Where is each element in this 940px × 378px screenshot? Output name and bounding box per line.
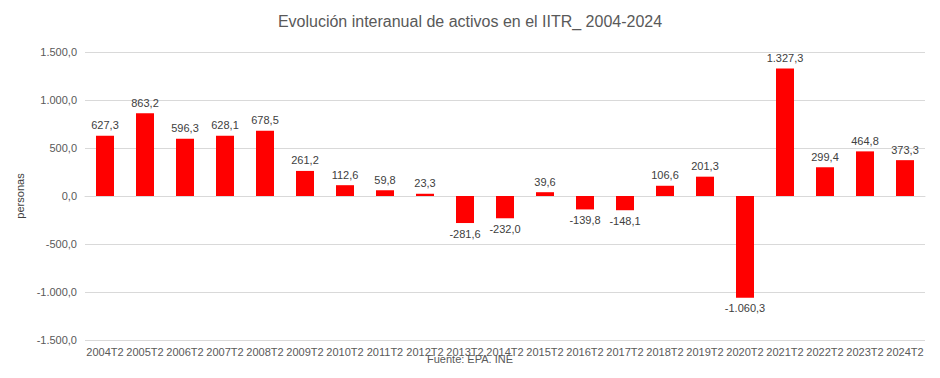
svg-text:2012T2: 2012T2 bbox=[406, 346, 443, 358]
svg-text:personas: personas bbox=[14, 173, 26, 219]
svg-text:2021T2: 2021T2 bbox=[766, 346, 803, 358]
svg-text:-1.000,0: -1.000,0 bbox=[37, 286, 77, 298]
svg-text:2016T2: 2016T2 bbox=[566, 346, 603, 358]
svg-text:2014T2: 2014T2 bbox=[486, 346, 523, 358]
svg-text:2005T2: 2005T2 bbox=[126, 346, 163, 358]
svg-text:2007T2: 2007T2 bbox=[206, 346, 243, 358]
svg-text:2006T2: 2006T2 bbox=[166, 346, 203, 358]
svg-text:Fuente: EPA. INE: Fuente: EPA. INE bbox=[427, 352, 513, 365]
svg-text:-148,1: -148,1 bbox=[609, 215, 640, 227]
svg-text:39,6: 39,6 bbox=[534, 176, 555, 188]
svg-text:500,0: 500,0 bbox=[49, 142, 77, 154]
svg-text:2022T2: 2022T2 bbox=[806, 346, 843, 358]
svg-text:2024T2: 2024T2 bbox=[886, 346, 923, 358]
svg-text:112,6: 112,6 bbox=[332, 169, 359, 181]
svg-text:Evolución interanual de activo: Evolución interanual de activos en el II… bbox=[278, 13, 662, 31]
svg-text:59,8: 59,8 bbox=[374, 174, 395, 186]
svg-text:23,3: 23,3 bbox=[414, 177, 435, 189]
svg-text:-139,8: -139,8 bbox=[569, 214, 600, 226]
svg-text:373,3: 373,3 bbox=[891, 144, 919, 156]
svg-text:2020T2: 2020T2 bbox=[726, 346, 763, 358]
svg-text:2008T2: 2008T2 bbox=[246, 346, 283, 358]
svg-text:-281,6: -281,6 bbox=[449, 228, 480, 240]
svg-text:-232,0: -232,0 bbox=[489, 223, 520, 235]
svg-text:1.500,0: 1.500,0 bbox=[40, 46, 77, 58]
svg-text:201,3: 201,3 bbox=[691, 160, 719, 172]
svg-text:2010T2: 2010T2 bbox=[326, 346, 363, 358]
svg-text:2011T2: 2011T2 bbox=[367, 346, 404, 358]
svg-text:-1.500,0: -1.500,0 bbox=[37, 334, 77, 346]
svg-text:596,3: 596,3 bbox=[171, 122, 199, 134]
svg-text:464,8: 464,8 bbox=[851, 135, 879, 147]
svg-text:261,2: 261,2 bbox=[291, 154, 319, 166]
svg-text:2004T2: 2004T2 bbox=[86, 346, 123, 358]
svg-text:627,3: 627,3 bbox=[91, 119, 119, 131]
svg-text:1.327,3: 1.327,3 bbox=[767, 52, 804, 64]
svg-text:628,1: 628,1 bbox=[211, 119, 239, 131]
svg-text:2019T2: 2019T2 bbox=[686, 346, 723, 358]
svg-text:299,4: 299,4 bbox=[811, 151, 839, 163]
svg-text:2023T2: 2023T2 bbox=[846, 346, 883, 358]
svg-text:1.000,0: 1.000,0 bbox=[40, 94, 77, 106]
svg-text:0,0: 0,0 bbox=[62, 190, 77, 202]
svg-text:678,5: 678,5 bbox=[251, 114, 279, 126]
svg-text:2013T2: 2013T2 bbox=[446, 346, 483, 358]
svg-text:-500,0: -500,0 bbox=[46, 238, 77, 250]
svg-text:863,2: 863,2 bbox=[131, 97, 159, 109]
svg-text:2009T2: 2009T2 bbox=[286, 346, 323, 358]
svg-text:106,6: 106,6 bbox=[651, 169, 679, 181]
svg-text:-1.060,3: -1.060,3 bbox=[725, 302, 765, 314]
svg-text:2018T2: 2018T2 bbox=[646, 346, 683, 358]
svg-text:2017T2: 2017T2 bbox=[606, 346, 643, 358]
svg-text:2015T2: 2015T2 bbox=[526, 346, 563, 358]
